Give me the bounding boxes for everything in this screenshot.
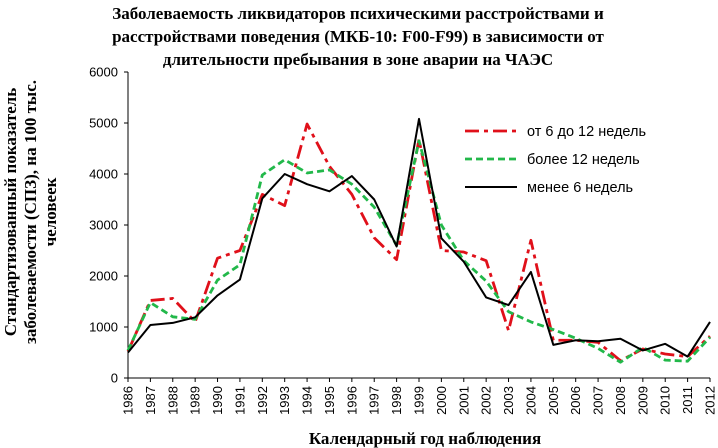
- chart-title: Заболеваемость ликвидаторов психическими…: [112, 4, 604, 69]
- series-lines: [126, 117, 712, 364]
- y-tick-label: 1000: [89, 320, 118, 335]
- x-tick-label: 2005: [546, 386, 561, 415]
- x-tick-label: 1986: [121, 386, 136, 415]
- x-tick-label: 1991: [232, 386, 247, 415]
- chart-title-line-2: расстройствами поведения (МКБ-10: F00-F9…: [112, 27, 604, 46]
- x-tick-label: 1989: [188, 386, 203, 415]
- x-tick-label: 2003: [501, 386, 516, 415]
- legend-label-1: от 6 до 12 недель: [527, 124, 646, 140]
- series-line-1: [126, 122, 711, 363]
- x-tick-label: 2010: [658, 386, 673, 415]
- y-tick-label: 2000: [89, 269, 118, 284]
- x-axis-title: Календарный год наблюдения: [309, 429, 541, 448]
- x-tick-label: 2004: [523, 386, 538, 415]
- x-tick-label: 1996: [344, 386, 359, 415]
- x-tick-label: 2006: [568, 386, 583, 415]
- x-tick-label: 2008: [613, 386, 628, 415]
- y-tick-labels: 0 1000 2000 3000 4000 5000 6000: [89, 65, 118, 386]
- x-tick-label: 2009: [635, 386, 650, 415]
- x-tick-label: 1988: [165, 386, 180, 415]
- x-tick-label: 1990: [210, 386, 225, 415]
- axes: [124, 71, 711, 382]
- x-tick-label: 1997: [367, 386, 382, 415]
- series-line-2: [126, 139, 712, 364]
- legend: от 6 до 12 недель более 12 недель менее 6 …: [465, 124, 646, 196]
- y-axis-title-line-3: человеек: [41, 177, 60, 246]
- chart-title-line-3: длительности пребывания в зоне аварии на…: [163, 50, 553, 69]
- x-tick-label: 2002: [479, 386, 494, 415]
- x-tick-label: 2012: [703, 386, 718, 415]
- chart-title-line-1: Заболеваемость ликвидаторов психическими…: [112, 4, 604, 23]
- legend-label-3: менее 6 недель: [527, 180, 633, 196]
- legend-label-2: более 12 недель: [527, 152, 640, 168]
- x-tick-label: 1987: [143, 386, 158, 415]
- y-axis-title-line-1: Стандартизованный показатель: [1, 88, 20, 336]
- x-tick-label: 1995: [322, 386, 337, 415]
- y-axis-title-line-2: заболеваемости (СПЗ), на 100 тыс.: [21, 80, 40, 344]
- x-tick-label: 1993: [277, 386, 292, 415]
- y-axis-title: Стандартизованный показатель заболеваемо…: [1, 80, 60, 344]
- x-tick-label: 2001: [456, 386, 471, 415]
- y-tick-label: 6000: [89, 65, 118, 80]
- x-tick-label: 1999: [412, 386, 427, 415]
- x-tick-labels: 1986 1987 1988 1989 1990 1991 1992 1993 1994 1995…: [121, 386, 718, 415]
- x-tick-label: 1994: [300, 386, 315, 415]
- y-tick-label: 5000: [89, 116, 118, 131]
- x-tick-label: 1992: [255, 386, 270, 415]
- y-tick-label: 4000: [89, 167, 118, 182]
- series-line-3: [127, 117, 711, 358]
- x-tick-label: 2011: [680, 386, 695, 414]
- x-tick-label: 2000: [434, 386, 449, 415]
- x-tick-label: 2007: [591, 386, 606, 415]
- x-tick-label: 1998: [389, 386, 404, 415]
- y-tick-label: 0: [111, 371, 118, 386]
- y-tick-label: 3000: [89, 218, 118, 233]
